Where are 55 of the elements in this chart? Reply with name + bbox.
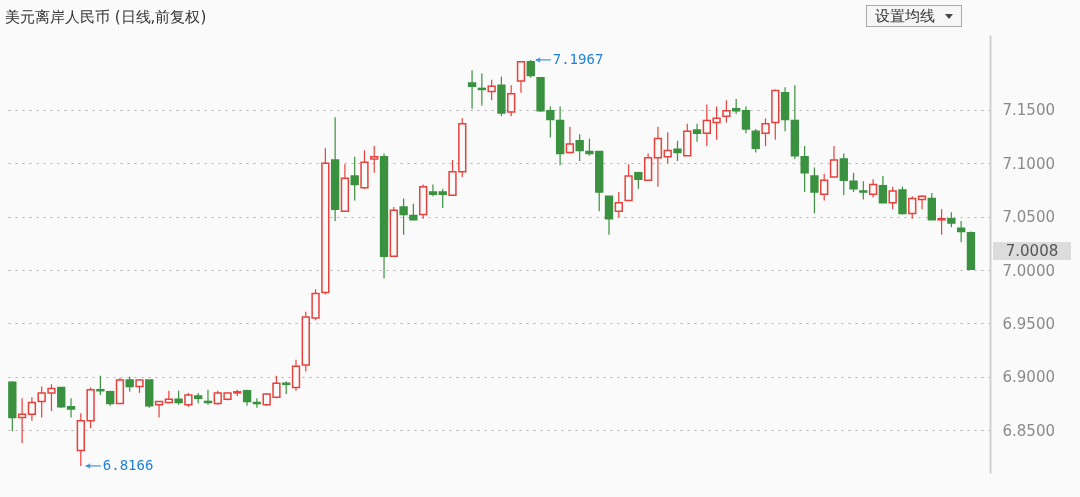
candlestick [604, 195, 614, 236]
candlestick [810, 166, 819, 214]
annotation: 6.8166 [102, 456, 154, 473]
candlestick [27, 396, 37, 422]
y-tick-label: 6.9500 [1002, 314, 1055, 333]
candlestick [507, 84, 516, 117]
candlestick [487, 79, 496, 101]
y-tick-label: 7.1000 [1002, 154, 1055, 173]
candlestick [370, 145, 379, 174]
candlestick [800, 145, 809, 193]
candlestick [741, 105, 751, 134]
candlestick [898, 186, 907, 216]
candlestick [428, 183, 438, 197]
candlestick [467, 69, 477, 110]
candlestick [849, 172, 858, 193]
y-tick-label: 6.9000 [1002, 368, 1055, 387]
candlestick [937, 208, 946, 236]
dropdown-button: 设置均线 [866, 5, 962, 27]
candlestick [57, 386, 66, 409]
candlestick [643, 152, 653, 182]
candlestick [516, 60, 526, 94]
candlestick [96, 375, 105, 396]
candlestick [820, 173, 829, 202]
candlestick [399, 197, 408, 236]
candlestick [575, 133, 584, 162]
candlestick [761, 117, 770, 147]
candlestick [653, 126, 663, 188]
candlestick [115, 377, 125, 405]
y-tick-label: 6.8500 [1002, 421, 1055, 440]
candlestick [17, 397, 27, 444]
candlestick [722, 99, 731, 124]
candlestick [888, 186, 897, 210]
candlestick [878, 175, 888, 204]
candlestick [350, 156, 359, 202]
y-tick-label: 7.0000 [1002, 261, 1055, 280]
candlestick [908, 195, 917, 220]
chart-title: 美元离岸人民币 (日线,前复权) [5, 8, 207, 26]
candlestick [692, 123, 702, 143]
candlestick [66, 397, 76, 419]
candlestick [614, 191, 623, 219]
y-tick-label: 7.1500 [1002, 101, 1055, 120]
candlestick [859, 180, 868, 201]
candlestick [673, 140, 682, 162]
candlestick [663, 131, 672, 164]
candlestick [438, 188, 447, 209]
candlestick [829, 145, 839, 178]
text: 7.0008 [993, 242, 1071, 261]
candlestick [565, 126, 575, 155]
candlestick [751, 128, 760, 154]
candlestick [927, 192, 936, 221]
y-tick-label: 7.0500 [1002, 208, 1055, 227]
annotation: 7.1967 [552, 50, 604, 67]
candlestick [868, 178, 878, 198]
candlestick [839, 152, 848, 196]
candlestick [291, 359, 301, 392]
